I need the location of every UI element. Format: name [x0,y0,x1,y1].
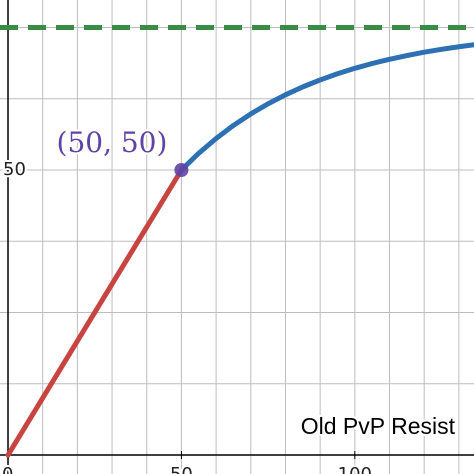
point [174,162,189,177]
series-line [5,167,184,458]
x-tick-label: 0 [2,464,13,474]
labels: 0 50 100 50 (50, 50) [0,124,374,474]
point-label: (50, 50) [57,126,168,159]
y-tick-label: 50 [3,159,26,180]
series-line [178,42,474,173]
x-tick-label: 100 [338,464,372,474]
annotation: Old PvP Resist [301,413,456,439]
marks [0,24,474,458]
x-tick-label: 50 [170,464,193,474]
